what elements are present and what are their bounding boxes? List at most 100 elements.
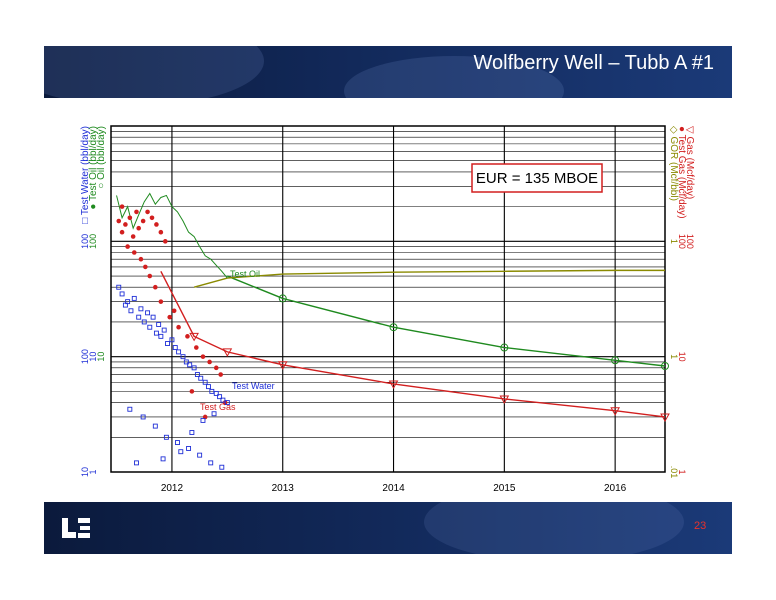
data-point-test_water [175, 440, 180, 446]
right-axis-label: ● Test Gas (Mcf/day) [676, 126, 687, 219]
data-point-test_gas [207, 359, 212, 365]
data-point-test_gas [213, 365, 219, 371]
data-point-oil_forecast [611, 356, 620, 365]
data-point-test_water [158, 333, 164, 339]
data-point-test_water [141, 319, 147, 325]
x-tick-label: 2016 [604, 483, 627, 494]
data-point-test_water [183, 359, 189, 365]
data-point-gas_forecast [499, 395, 510, 404]
data-point-oil_forecast [661, 361, 669, 370]
data-point-test_gas [158, 229, 164, 235]
data-point-test_gas [194, 345, 199, 350]
slide-header [44, 46, 732, 98]
data-point-test_gas [200, 354, 206, 359]
data-point-test_water [208, 460, 214, 466]
right-y-tick: .01 [669, 466, 679, 479]
data-point-test_water [198, 375, 204, 381]
data-point-test_water [134, 460, 139, 466]
left-y-tick: 100 [80, 349, 90, 364]
data-point-test_water [163, 434, 169, 440]
left-axis-label: ○ Oil (bbl/day) [96, 126, 107, 189]
data-point-test_water [161, 327, 167, 333]
left-y-tick: 10 [80, 467, 90, 477]
data-point-test_water [116, 284, 122, 290]
data-point-test_gas [147, 273, 153, 279]
data-point-test_water [206, 384, 211, 390]
data-point-test_gas [125, 244, 130, 249]
left-axis-label: ● Test Oil (bbl/day) [88, 126, 99, 210]
data-point-test_water [197, 452, 203, 458]
data-point-test_gas [136, 225, 141, 231]
data-point-test_water [152, 423, 158, 429]
series-line-test_oil [116, 192, 228, 279]
series-line-oil_forecast [227, 275, 666, 367]
data-point-test_gas [185, 334, 190, 339]
data-point-test_water [194, 372, 200, 377]
data-point-test_water [189, 430, 195, 435]
company-logo-icon [62, 518, 90, 538]
right-y-tick: 10 [677, 352, 687, 362]
x-tick-label: 2015 [493, 483, 516, 494]
series-label: Test Water [232, 381, 275, 391]
data-point-gas_forecast [189, 332, 199, 342]
x-tick-label: 2013 [272, 483, 295, 494]
data-point-test_gas [131, 250, 137, 255]
data-point-test_gas [154, 222, 159, 227]
data-point-test_water [125, 299, 131, 305]
right-y-tick: 1 [669, 239, 679, 244]
data-point-test_gas [116, 218, 122, 224]
data-point-test_water [180, 354, 186, 360]
data-point-test_gas [176, 324, 181, 330]
data-point-test_water [178, 449, 184, 455]
data-point-test_water [211, 411, 217, 417]
eur-annotation: EUR = 135 MBOE [471, 163, 603, 193]
data-point-test_gas [127, 215, 133, 221]
data-point-test_water [131, 295, 137, 301]
series-label: Test Gas [200, 402, 236, 412]
data-point-test_water [191, 365, 197, 371]
data-point-test_water [202, 379, 208, 385]
data-point-test_water [138, 306, 144, 312]
data-point-test_water [200, 417, 206, 423]
data-point-gas_forecast [277, 361, 288, 370]
data-point-test_water [153, 330, 159, 336]
left-y-tick: 100 [80, 234, 90, 249]
data-point-oil_forecast [500, 343, 509, 352]
series-label: Test Oil [230, 269, 260, 279]
data-point-test_water [172, 345, 178, 350]
data-point-test_water [140, 414, 146, 420]
x-tick-label: 2012 [161, 483, 184, 494]
data-point-test_water [217, 394, 223, 400]
data-point-gas_forecast [660, 413, 670, 422]
right-y-tick: 1 [669, 354, 679, 359]
data-point-gas_forecast [610, 407, 621, 416]
data-point-test_water [219, 464, 225, 470]
data-point-oil_forecast [389, 323, 398, 332]
slide-title: Wolfberry Well – Tubb A #1 [473, 52, 715, 74]
data-point-test_gas [119, 204, 125, 209]
data-point-oil_forecast [278, 294, 287, 303]
data-point-test_gas [145, 209, 150, 215]
page-number: 23 [694, 520, 707, 532]
data-point-test_gas [171, 308, 177, 314]
data-point-test_gas [158, 299, 164, 304]
series-line-gas_forecast [160, 270, 666, 418]
left-axis-label: □ Test Water (bbl/day) [80, 126, 91, 224]
data-point-test_gas [138, 256, 144, 262]
eur-annotation-box [471, 163, 603, 193]
data-point-test_water [186, 446, 192, 451]
right-axis-labels: ◇ GOR (Mcf/bbl)● Test Gas (Mcf/day)▽ Gas… [668, 126, 695, 219]
data-point-test_water [156, 322, 162, 327]
data-point-test_gas [119, 229, 125, 235]
data-point-test_gas [143, 264, 148, 270]
data-point-test_water [165, 341, 170, 346]
data-point-test_gas [130, 234, 136, 239]
x-tick-label: 2014 [382, 483, 405, 494]
data-point-test_gas [134, 209, 139, 215]
data-point-test_water [127, 406, 133, 412]
right-y-tick: 100 [685, 234, 695, 249]
data-point-test_water [150, 314, 156, 320]
data-point-test_water [169, 337, 175, 343]
left-axis-labels: □ Test Water (bbl/day)● Test Oil (bbl/da… [80, 126, 107, 224]
